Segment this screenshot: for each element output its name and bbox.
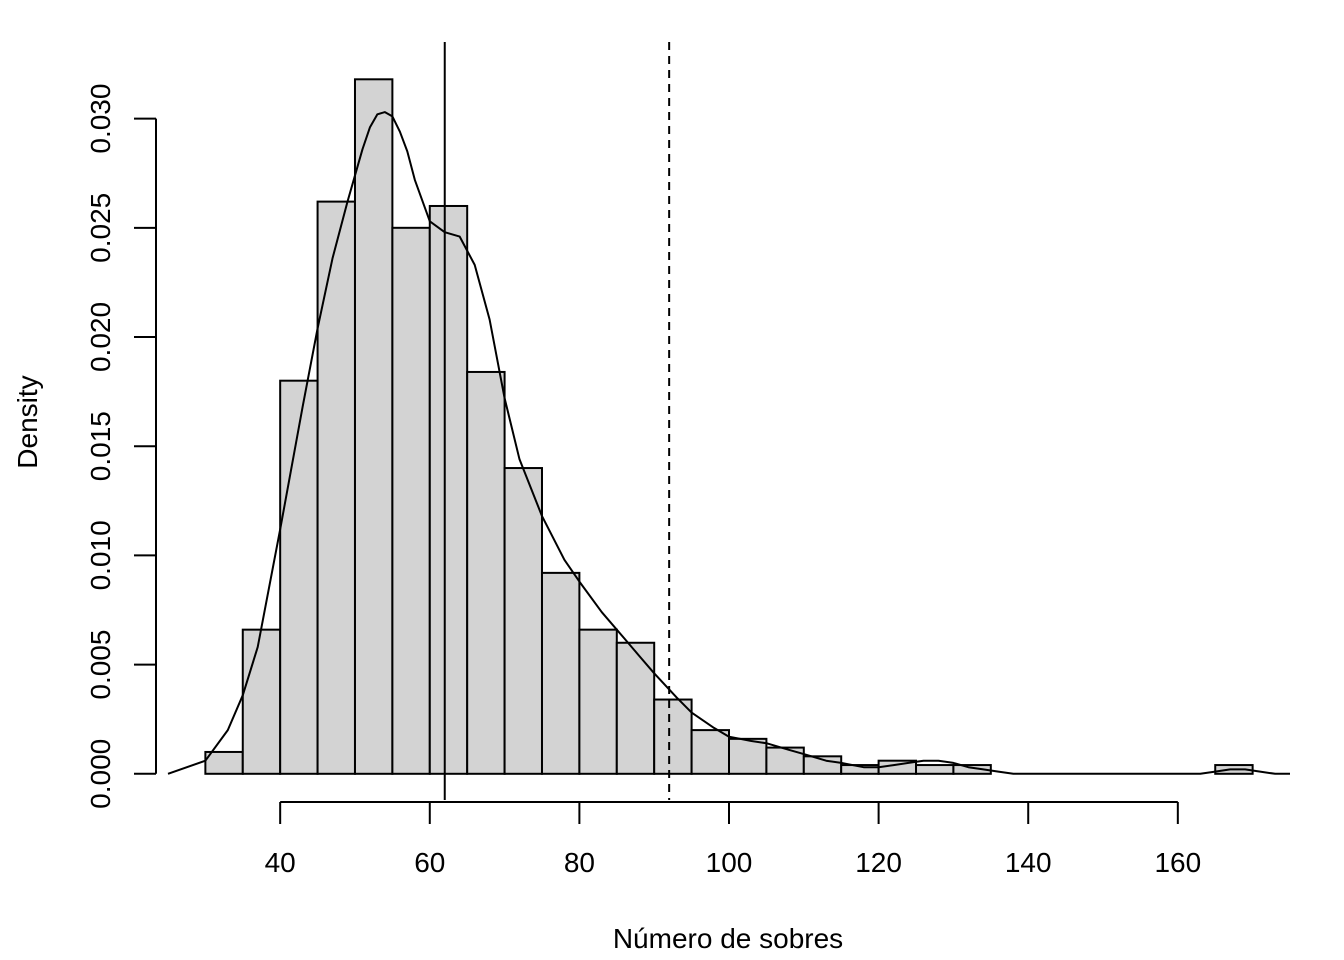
x-tick-label: 60 (414, 847, 445, 878)
histogram-bar (690, 729, 730, 775)
histogram-bar (279, 379, 319, 775)
histogram-bar (578, 628, 618, 775)
x-tick-label: 100 (706, 847, 753, 878)
histogram-bar (466, 370, 506, 775)
histogram-bar (653, 698, 693, 775)
x-tick-label: 40 (265, 847, 296, 878)
histogram-bar (204, 750, 244, 775)
histogram-bar (353, 78, 394, 775)
histogram-bar (391, 226, 431, 775)
histogram-bars (204, 78, 1254, 775)
histogram-bar (952, 764, 992, 775)
y-tick-label: 0.020 (85, 302, 116, 372)
y-axis: 0.000 0.005 0.010 0.015 0.020 0.025 0.030 (85, 84, 157, 809)
y-tick-label: 0.010 (85, 520, 116, 590)
x-tick-label: 80 (564, 847, 595, 878)
x-tick-label: 160 (1154, 847, 1201, 878)
reference-lines (443, 42, 671, 800)
histogram-bar (503, 467, 543, 775)
histogram-bar (428, 204, 469, 775)
y-tick-label: 0.025 (85, 193, 116, 263)
x-axis-title: Número de sobres (613, 923, 843, 954)
histogram-bar (241, 628, 282, 775)
y-tick-label: 0.015 (85, 411, 116, 481)
histogram-bar (540, 571, 581, 775)
x-tick-label: 120 (855, 847, 902, 878)
density-curve-layer (167, 111, 1290, 775)
y-tick-label: 0.030 (85, 84, 116, 154)
y-tick-label: 0.005 (85, 630, 116, 700)
histogram-bar (316, 200, 356, 775)
histogram-bar (615, 641, 656, 775)
density-curve (167, 111, 1290, 775)
x-tick-label: 140 (1005, 847, 1052, 878)
histogram-bar (728, 737, 768, 775)
histogram-bar (915, 764, 955, 775)
y-axis-title: Density (12, 375, 43, 468)
x-axis: 40 60 80 100 120 140 160 (265, 801, 1201, 878)
y-tick-label: 0.000 (85, 739, 116, 809)
